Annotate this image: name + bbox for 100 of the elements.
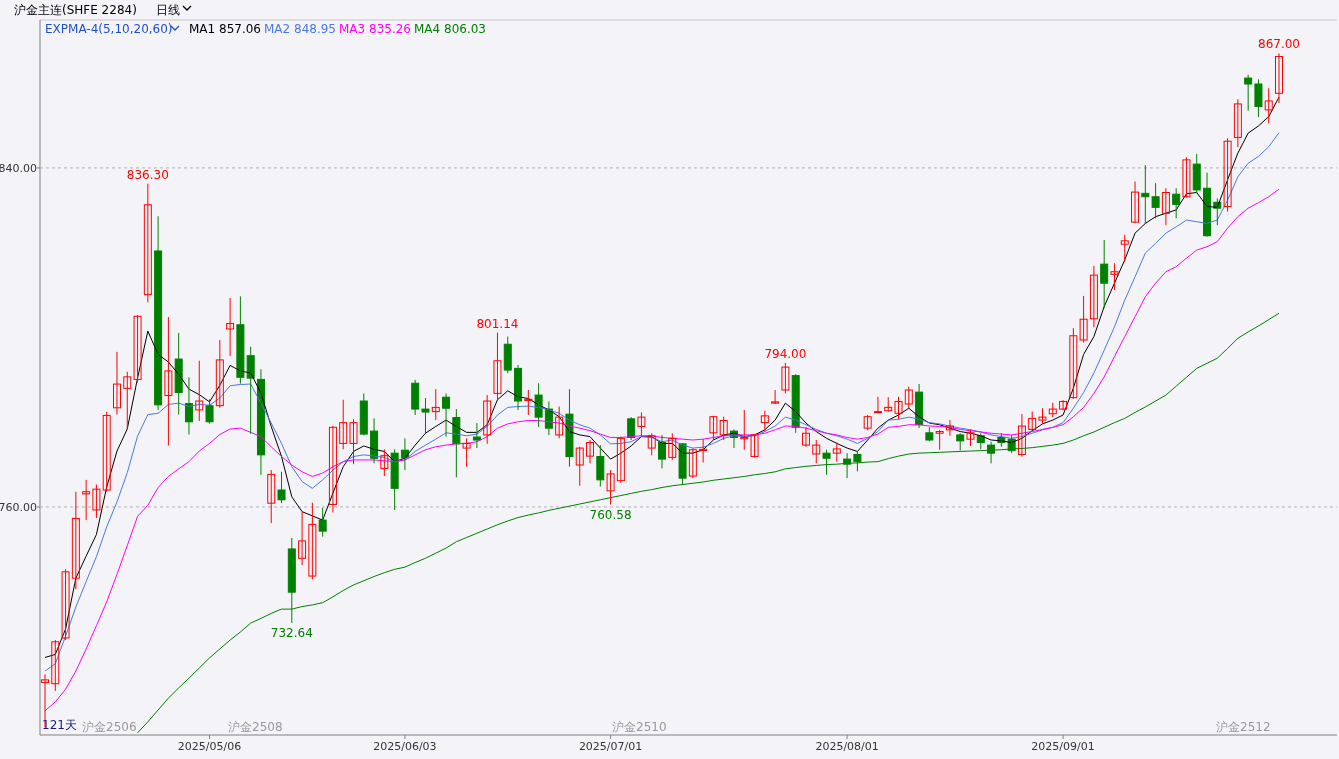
candlestick	[1264, 87, 1273, 124]
candlestick	[349, 418, 358, 465]
candlestick	[195, 360, 204, 422]
candlestick	[709, 415, 718, 441]
candlestick	[92, 484, 101, 519]
candlestick	[956, 432, 965, 452]
candlestick	[1120, 234, 1129, 263]
text: MA4 806.03	[414, 22, 486, 36]
annotation: 沪金2506	[82, 720, 137, 734]
candlestick	[123, 371, 132, 430]
chart-title: 沪金主连(SHFE 2284)	[14, 3, 137, 17]
candlestick	[1254, 78, 1263, 118]
annotation: 沪金2512	[1216, 720, 1271, 734]
candlestick	[215, 339, 224, 409]
candlestick	[637, 411, 646, 438]
candlestick	[740, 409, 749, 451]
annotation: 794.00	[764, 346, 807, 361]
candlestick	[380, 448, 389, 477]
text: MA1 857.06	[189, 22, 261, 36]
candlestick	[884, 396, 893, 413]
candlestick	[226, 297, 235, 357]
candlestick	[555, 406, 564, 439]
candlestick	[1244, 74, 1253, 112]
chart-subtitle: 日线	[156, 3, 180, 17]
candlestick	[143, 183, 152, 303]
candlestick	[1028, 411, 1037, 431]
text: MA3 835.26	[339, 22, 411, 36]
candlestick	[925, 426, 934, 442]
candlestick	[688, 447, 697, 479]
candlestick	[308, 502, 317, 580]
candlestick	[298, 511, 307, 566]
candlestick	[812, 439, 821, 464]
candlestick	[668, 432, 677, 461]
candlestick	[236, 295, 245, 385]
candlestick	[853, 450, 862, 472]
candlestick	[1275, 52, 1283, 104]
candlestick	[586, 439, 595, 464]
candlestick	[1233, 98, 1242, 148]
candlestick	[873, 396, 882, 414]
candlestick	[1089, 265, 1098, 328]
candlestick	[596, 444, 605, 488]
text: MA2 848.95	[264, 22, 336, 36]
candlestick	[1151, 182, 1160, 219]
candlestick	[421, 397, 430, 434]
candlestick	[822, 449, 831, 476]
candlestick	[164, 316, 173, 447]
y-tick-label: 840.00	[0, 161, 37, 175]
candlestick	[1182, 156, 1191, 199]
candlestick	[1079, 295, 1088, 344]
candlestick	[1131, 180, 1140, 224]
candlestick	[431, 388, 440, 421]
candlestick	[904, 386, 913, 409]
annotation: 沪金2510	[612, 720, 667, 734]
annotation: 760.58	[589, 507, 632, 522]
line-series	[44, 188, 1280, 712]
candlestick	[575, 446, 584, 487]
annotation: 121天	[42, 718, 77, 732]
candlestick	[606, 469, 615, 506]
candlestick	[133, 314, 142, 383]
candlestick	[462, 437, 471, 468]
candlestick	[205, 398, 214, 424]
candlestick	[390, 448, 399, 511]
candlestick	[318, 507, 327, 538]
x-tick-label: 2025/06/03	[373, 740, 437, 753]
candlestick	[750, 433, 759, 458]
candlestick	[894, 396, 903, 420]
candlestick	[1017, 413, 1026, 458]
candlestick	[359, 392, 368, 436]
candlestick	[1223, 137, 1232, 213]
candlestick	[339, 399, 348, 450]
candlestick	[524, 389, 533, 416]
candlestick	[945, 419, 954, 437]
y-tick-label: 760.00	[0, 500, 37, 514]
annotation: 836.30	[126, 167, 169, 182]
x-tick-label: 2025/09/01	[1031, 740, 1095, 753]
candlestick	[647, 432, 656, 456]
candlestick	[534, 382, 543, 428]
candlestick	[771, 389, 780, 405]
candlestick	[832, 442, 841, 463]
candlestick	[71, 491, 80, 590]
annotation: 867.00	[1258, 37, 1300, 52]
candlestick	[483, 394, 492, 445]
candlestick	[1069, 327, 1078, 400]
candlestick	[102, 411, 111, 493]
candlestick	[678, 442, 687, 486]
line-series	[137, 312, 1280, 734]
annotation: 732.64	[270, 625, 313, 640]
candlestick	[82, 479, 91, 521]
x-tick-label: 2025/07/01	[578, 740, 643, 753]
candlestick	[719, 416, 728, 441]
candlestick	[616, 436, 625, 484]
candlestick	[781, 362, 790, 394]
candlestick	[1161, 187, 1170, 226]
candlestick	[1100, 239, 1109, 309]
x-tick-label: 2025/08/01	[815, 740, 879, 753]
candlestick	[112, 351, 121, 416]
annotation: 沪金2508	[228, 720, 283, 734]
candlestick	[493, 332, 502, 401]
candlestick	[1110, 262, 1119, 291]
candlestick	[267, 469, 276, 524]
